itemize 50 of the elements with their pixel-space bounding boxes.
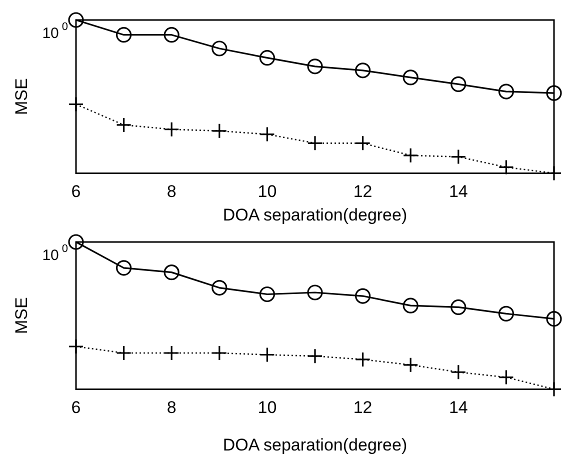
x-tick-label: 8 [166,182,176,202]
point [116,260,132,276]
point [164,345,180,361]
point [450,299,466,316]
x-axis-title: DOA separation(degree) [222,205,408,224]
point [212,123,228,139]
point [355,62,371,78]
point [164,122,180,138]
point [402,298,418,314]
point [355,352,371,368]
x-tick-label: 12 [353,182,372,202]
x-tick-label: 6 [71,182,81,202]
point [68,234,84,250]
x-axis-title: DOA separation(degree) [222,435,408,454]
point [498,84,514,100]
point [259,286,275,302]
point [164,27,180,43]
x-tick-label: 12 [353,398,372,418]
point [498,306,514,322]
point [116,345,132,361]
point [116,117,132,133]
point [402,148,418,164]
y-axis-title: MSE [12,78,31,116]
x-tick-label: 14 [448,398,468,418]
x-tick-label: 6 [71,398,81,418]
point [259,126,275,142]
point [450,149,466,165]
x-tick-label: 8 [166,398,176,418]
point [450,76,466,92]
point [164,264,180,280]
point [307,58,323,74]
point [307,284,323,300]
point [498,369,514,386]
x-tick-label: 14 [448,182,468,202]
point [212,280,228,296]
point [402,70,418,86]
point [450,364,466,380]
point [546,85,562,101]
point [259,50,275,66]
point [116,27,132,43]
point [68,12,84,28]
x-tick-label: 10 [258,398,277,418]
x-tick-label: 10 [258,182,277,202]
point [546,311,562,327]
point [402,357,418,373]
y-axis-title: MSE [12,297,31,334]
point [355,288,371,304]
point [307,135,323,151]
point [355,135,371,151]
point [212,40,228,56]
